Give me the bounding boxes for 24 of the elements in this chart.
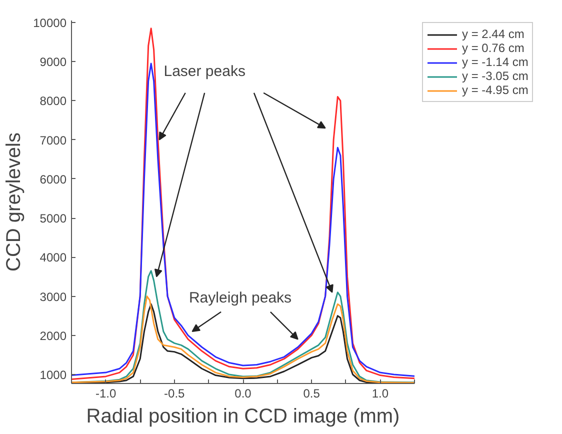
y-tick-label: 8000 — [40, 94, 67, 108]
legend-label: y = -3.05 cm — [462, 69, 528, 83]
annotation: Laser peaks — [164, 62, 246, 80]
y-tick-label: 6000 — [40, 172, 67, 186]
x-tick-label: -1.0 — [95, 386, 116, 400]
x-tick-label: 0.0 — [234, 386, 252, 400]
y-tick-label: 4000 — [40, 250, 67, 265]
y-tick-label: 5000 — [40, 212, 67, 226]
y-tick-label: 2000 — [40, 328, 67, 343]
x-tick-label: -0.5 — [164, 386, 186, 400]
legend-label: y = -1.14 cm — [462, 55, 528, 69]
y-tick-label: 1000 — [40, 368, 67, 382]
annotation: Rayleigh peaks — [188, 290, 292, 307]
y-tick-label: 7000 — [40, 133, 67, 148]
legend-label: y = -4.95 cm — [462, 83, 528, 97]
x-axis-title: Radial position in CCD image (mm) — [86, 406, 400, 428]
y-tick-label: 10000 — [33, 16, 67, 30]
y-tick-label: 9000 — [40, 55, 67, 70]
y-axis-title: CCD greylevels — [3, 132, 26, 272]
legend-label: y = 0.76 cm — [462, 41, 524, 55]
y-tick-label: 3000 — [40, 290, 67, 304]
legend-label: y = 2.44 cm — [462, 27, 524, 41]
x-tick-label: 0.5 — [303, 386, 320, 400]
x-tick-label: 1.0 — [372, 386, 389, 400]
